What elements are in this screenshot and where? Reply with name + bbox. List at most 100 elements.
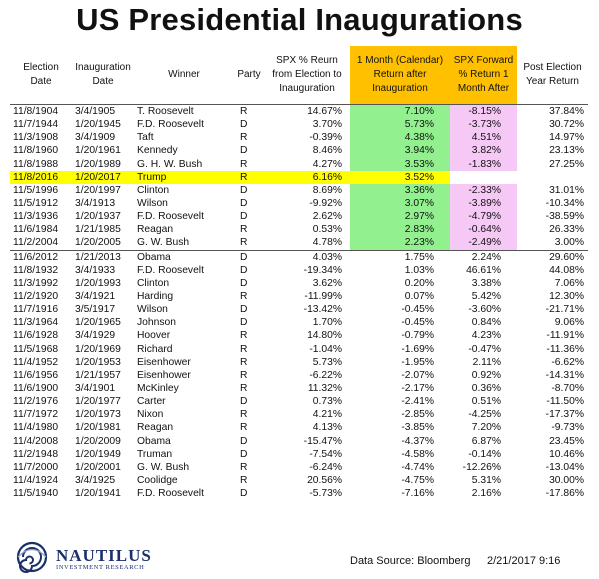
cell-one-month-return: -4.75% (401, 475, 434, 486)
cell-party: D (240, 277, 248, 289)
cell-one-month-return: 3.52% (350, 170, 450, 184)
cell-post-election-year: 7.06% (554, 277, 584, 289)
cell-election-date: 11/4/2008 (13, 435, 59, 447)
table-row: 11/3/1992 1/20/1993 Clinton D 3.62% 0.20% 3.38… (10, 277, 588, 290)
cell-post-election-year: 37.84% (549, 106, 584, 118)
cell-forward-return: -4.79% (450, 210, 517, 224)
cell-election-date: 11/5/1912 (13, 198, 59, 210)
cell-inauguration-date: 1/21/2013 (72, 249, 134, 264)
table-row: 11/5/1940 1/20/1941 F.D. Roosevelt D -5.73% -… (10, 487, 588, 500)
cell-party: R (240, 237, 248, 249)
cell-forward-return: -1.83% (450, 157, 517, 171)
table-row: 11/8/1904 3/4/1905 T. Roosevelt R 14.67% 7.10… (10, 104, 588, 119)
cell-election-date: 11/5/1968 (13, 343, 59, 355)
cell-inauguration-date: 1/20/1949 (75, 448, 121, 460)
cell-post-election-year: -9.73% (551, 422, 584, 434)
header-inauguration-date: Inauguration Date (72, 46, 134, 105)
table-body: 11/8/1904 3/4/1905 T. Roosevelt R 14.67% 7.10… (10, 104, 588, 501)
cell-winner: Johnson (137, 317, 176, 329)
table-row: 11/8/1932 3/4/1933 F.D. Roosevelt D -19.34% 1… (10, 264, 588, 277)
cell-one-month-return: -4.74% (401, 461, 434, 473)
header-party: Party (234, 46, 264, 105)
cell-post-election-year: 14.97% (549, 132, 584, 144)
cell-forward-return: -4.25% (468, 409, 501, 421)
header-election-date: Election Date (10, 46, 72, 105)
cell-winner: Kennedy (137, 145, 178, 157)
cell-one-month-return: 1.75% (350, 249, 450, 264)
cell-spx-to-inauguration: 8.46% (312, 145, 342, 157)
cell-one-month-return: 3.94% (350, 144, 450, 158)
cell-one-month-return: -1.95% (401, 356, 434, 368)
cell-forward-return: -0.14% (468, 448, 501, 460)
cell-post-election-year: -13.04% (545, 461, 584, 473)
table-row: 11/7/1944 1/20/1945 F.D. Roosevelt D 3.70% 5.… (10, 118, 588, 132)
nautilus-shell-icon (16, 541, 48, 573)
cell-post-election-year: 30.72% (549, 119, 584, 131)
cell-election-date: 11/4/1924 (13, 475, 59, 486)
cell-one-month-return: 3.53% (350, 157, 450, 171)
cell-post-election-year: 3.00% (554, 237, 584, 249)
cell-spx-to-inauguration: 2.62% (312, 211, 342, 223)
cell-forward-return: 46.61% (466, 264, 501, 276)
cell-inauguration-date: 1/20/2001 (75, 461, 121, 473)
cell-post-election-year: -11.50% (546, 396, 584, 408)
table-row: 11/5/1968 1/20/1969 Richard R -1.04% -1.69% -0… (10, 343, 588, 356)
cell-party: D (240, 198, 248, 210)
cell-election-date: 11/8/1960 (13, 145, 59, 157)
cell-party: D (240, 264, 248, 276)
cell-one-month-return: 3.07% (350, 196, 450, 211)
cell-spx-to-inauguration: -6.22% (309, 369, 342, 381)
cell-election-date: 11/8/1932 (13, 264, 59, 276)
cell-post-election-year: -10.34% (545, 198, 584, 210)
cell-forward-return: 3.82% (450, 144, 517, 158)
cell-spx-to-inauguration: 5.73% (312, 356, 342, 368)
cell-election-date: 11/3/1936 (13, 211, 59, 223)
cell-post-election-year: -6.62% (551, 356, 584, 368)
cell-one-month-return: -4.58% (401, 448, 434, 460)
cell-post-election-year: 12.30% (549, 291, 584, 303)
cell-forward-return: 7.20% (471, 422, 501, 434)
cell-inauguration-date: 1/20/2009 (75, 435, 121, 447)
cell-winner: Eisenhower (137, 369, 191, 381)
header-winner: Winner (134, 46, 234, 105)
table-row: 11/8/1960 1/20/1961 Kennedy D 8.46% 3.94% 3.82… (10, 144, 588, 158)
cell-inauguration-date: 1/20/1993 (75, 277, 121, 289)
cell-spx-to-inauguration: 20.56% (307, 475, 342, 486)
cell-one-month-return: 7.10% (350, 104, 450, 119)
cell-one-month-return: -2.07% (401, 369, 434, 381)
table-row: 11/7/2000 1/20/2001 G. W. Bush R -6.24% -4.74… (10, 461, 588, 474)
cell-inauguration-date: 1/20/1977 (75, 396, 121, 408)
cell-spx-to-inauguration: 14.67% (307, 106, 342, 118)
cell-forward-return: -3.73% (450, 118, 517, 132)
cell-winner: Reagan (137, 224, 174, 236)
cell-winner: Taft (137, 132, 154, 144)
cell-winner: Wilson (137, 304, 168, 316)
cell-forward-return: 0.36% (471, 383, 501, 395)
cell-winner: T. Roosevelt (137, 106, 194, 118)
cell-post-election-year: 23.13% (549, 145, 584, 157)
cell-election-date: 11/3/1908 (13, 132, 59, 144)
table-row: 11/5/1912 3/4/1913 Wilson D -9.92% 3.07% -3.89… (10, 196, 588, 211)
cell-winner: F.D. Roosevelt (137, 211, 204, 223)
cell-winner: Truman (137, 448, 173, 460)
cell-inauguration-date: 3/4/1905 (75, 106, 116, 118)
cell-election-date: 11/8/1904 (13, 106, 59, 118)
cell-spx-to-inauguration: 8.69% (312, 184, 342, 196)
cell-election-date: 11/6/1956 (13, 369, 59, 381)
cell-inauguration-date: 3/4/1925 (75, 475, 116, 486)
cell-spx-to-inauguration: -5.73% (309, 488, 342, 500)
cell-inauguration-date: 1/21/1985 (75, 224, 121, 236)
table-row: 11/3/1936 1/20/1937 F.D. Roosevelt D 2.62% 2.… (10, 210, 588, 224)
cell-winner: Coolidge (137, 475, 178, 486)
cell-winner: Eisenhower (137, 356, 191, 368)
cell-spx-to-inauguration: 4.78% (312, 237, 342, 249)
cell-inauguration-date: 1/20/1989 (75, 158, 121, 170)
data-source: Data Source: Bloomberg (350, 555, 471, 567)
cell-election-date: 11/4/1980 (13, 422, 59, 434)
cell-one-month-return: -2.41% (401, 396, 434, 408)
cell-election-date: 11/2/2004 (13, 237, 59, 249)
cell-inauguration-date: 1/20/1965 (75, 317, 121, 329)
cell-winner: Carter (137, 396, 166, 408)
cell-party: R (240, 343, 248, 355)
cell-spx-to-inauguration: 1.70% (312, 317, 342, 329)
